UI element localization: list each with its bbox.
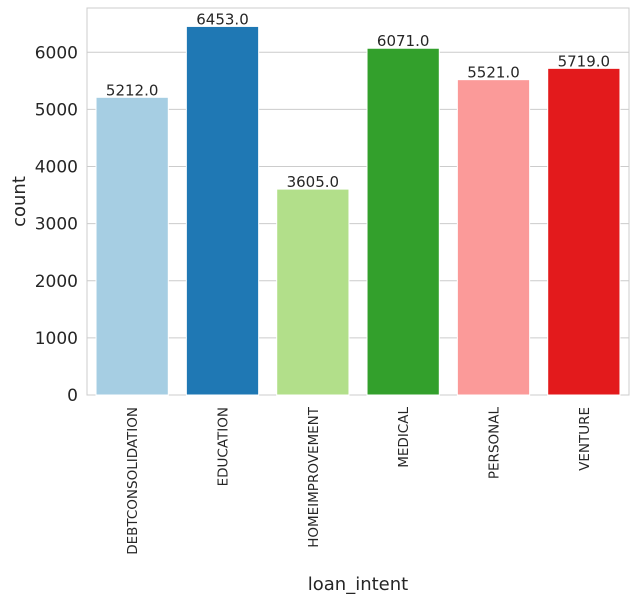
plot-area bbox=[86, 7, 630, 396]
x-tick-label: HOMEIMPROVEMENT bbox=[306, 406, 322, 548]
bar-value-label: 3605.0 bbox=[287, 173, 340, 191]
bar bbox=[366, 47, 440, 396]
y-tick-label: 6000 bbox=[35, 43, 78, 63]
y-tick-label: 5000 bbox=[35, 100, 78, 120]
bar bbox=[456, 79, 531, 396]
bar-value-labels: 5212.0 6453.0 3605.0 6071.0 5521.0 5719.0 bbox=[106, 10, 610, 191]
bar bbox=[95, 96, 169, 396]
y-axis-title: count bbox=[9, 176, 30, 227]
bar-value-label: 6071.0 bbox=[377, 32, 430, 50]
y-tick-labels: 0 1000 2000 3000 4000 5000 6000 bbox=[35, 43, 78, 406]
x-tick-labels: DEBTCONSOLIDATION EDUCATION HOMEIMPROVEMEN… bbox=[125, 406, 593, 555]
y-tick-label: 1000 bbox=[35, 329, 78, 349]
y-tick-label: 0 bbox=[67, 386, 78, 406]
bars bbox=[95, 25, 621, 396]
x-tick-label: PERSONAL bbox=[487, 407, 503, 480]
y-tick-label: 3000 bbox=[35, 215, 78, 235]
bar bbox=[185, 25, 260, 396]
bar-value-label: 5719.0 bbox=[558, 52, 611, 70]
y-tick-label: 4000 bbox=[35, 158, 78, 178]
bar bbox=[276, 188, 350, 396]
bar-value-label: 5521.0 bbox=[467, 64, 520, 82]
x-tick-label: DEBTCONSOLIDATION bbox=[125, 407, 141, 555]
gridlines bbox=[87, 51, 629, 339]
bar-value-label: 5212.0 bbox=[106, 81, 159, 99]
y-tick-label: 2000 bbox=[35, 272, 78, 292]
x-tick-label: MEDICAL bbox=[396, 407, 412, 468]
x-axis-title: loan_intent bbox=[308, 574, 408, 595]
bar bbox=[547, 67, 621, 396]
x-tick-label: VENTURE bbox=[577, 407, 593, 471]
x-tick-label: EDUCATION bbox=[216, 407, 232, 486]
bar-value-label: 6453.0 bbox=[196, 10, 249, 28]
